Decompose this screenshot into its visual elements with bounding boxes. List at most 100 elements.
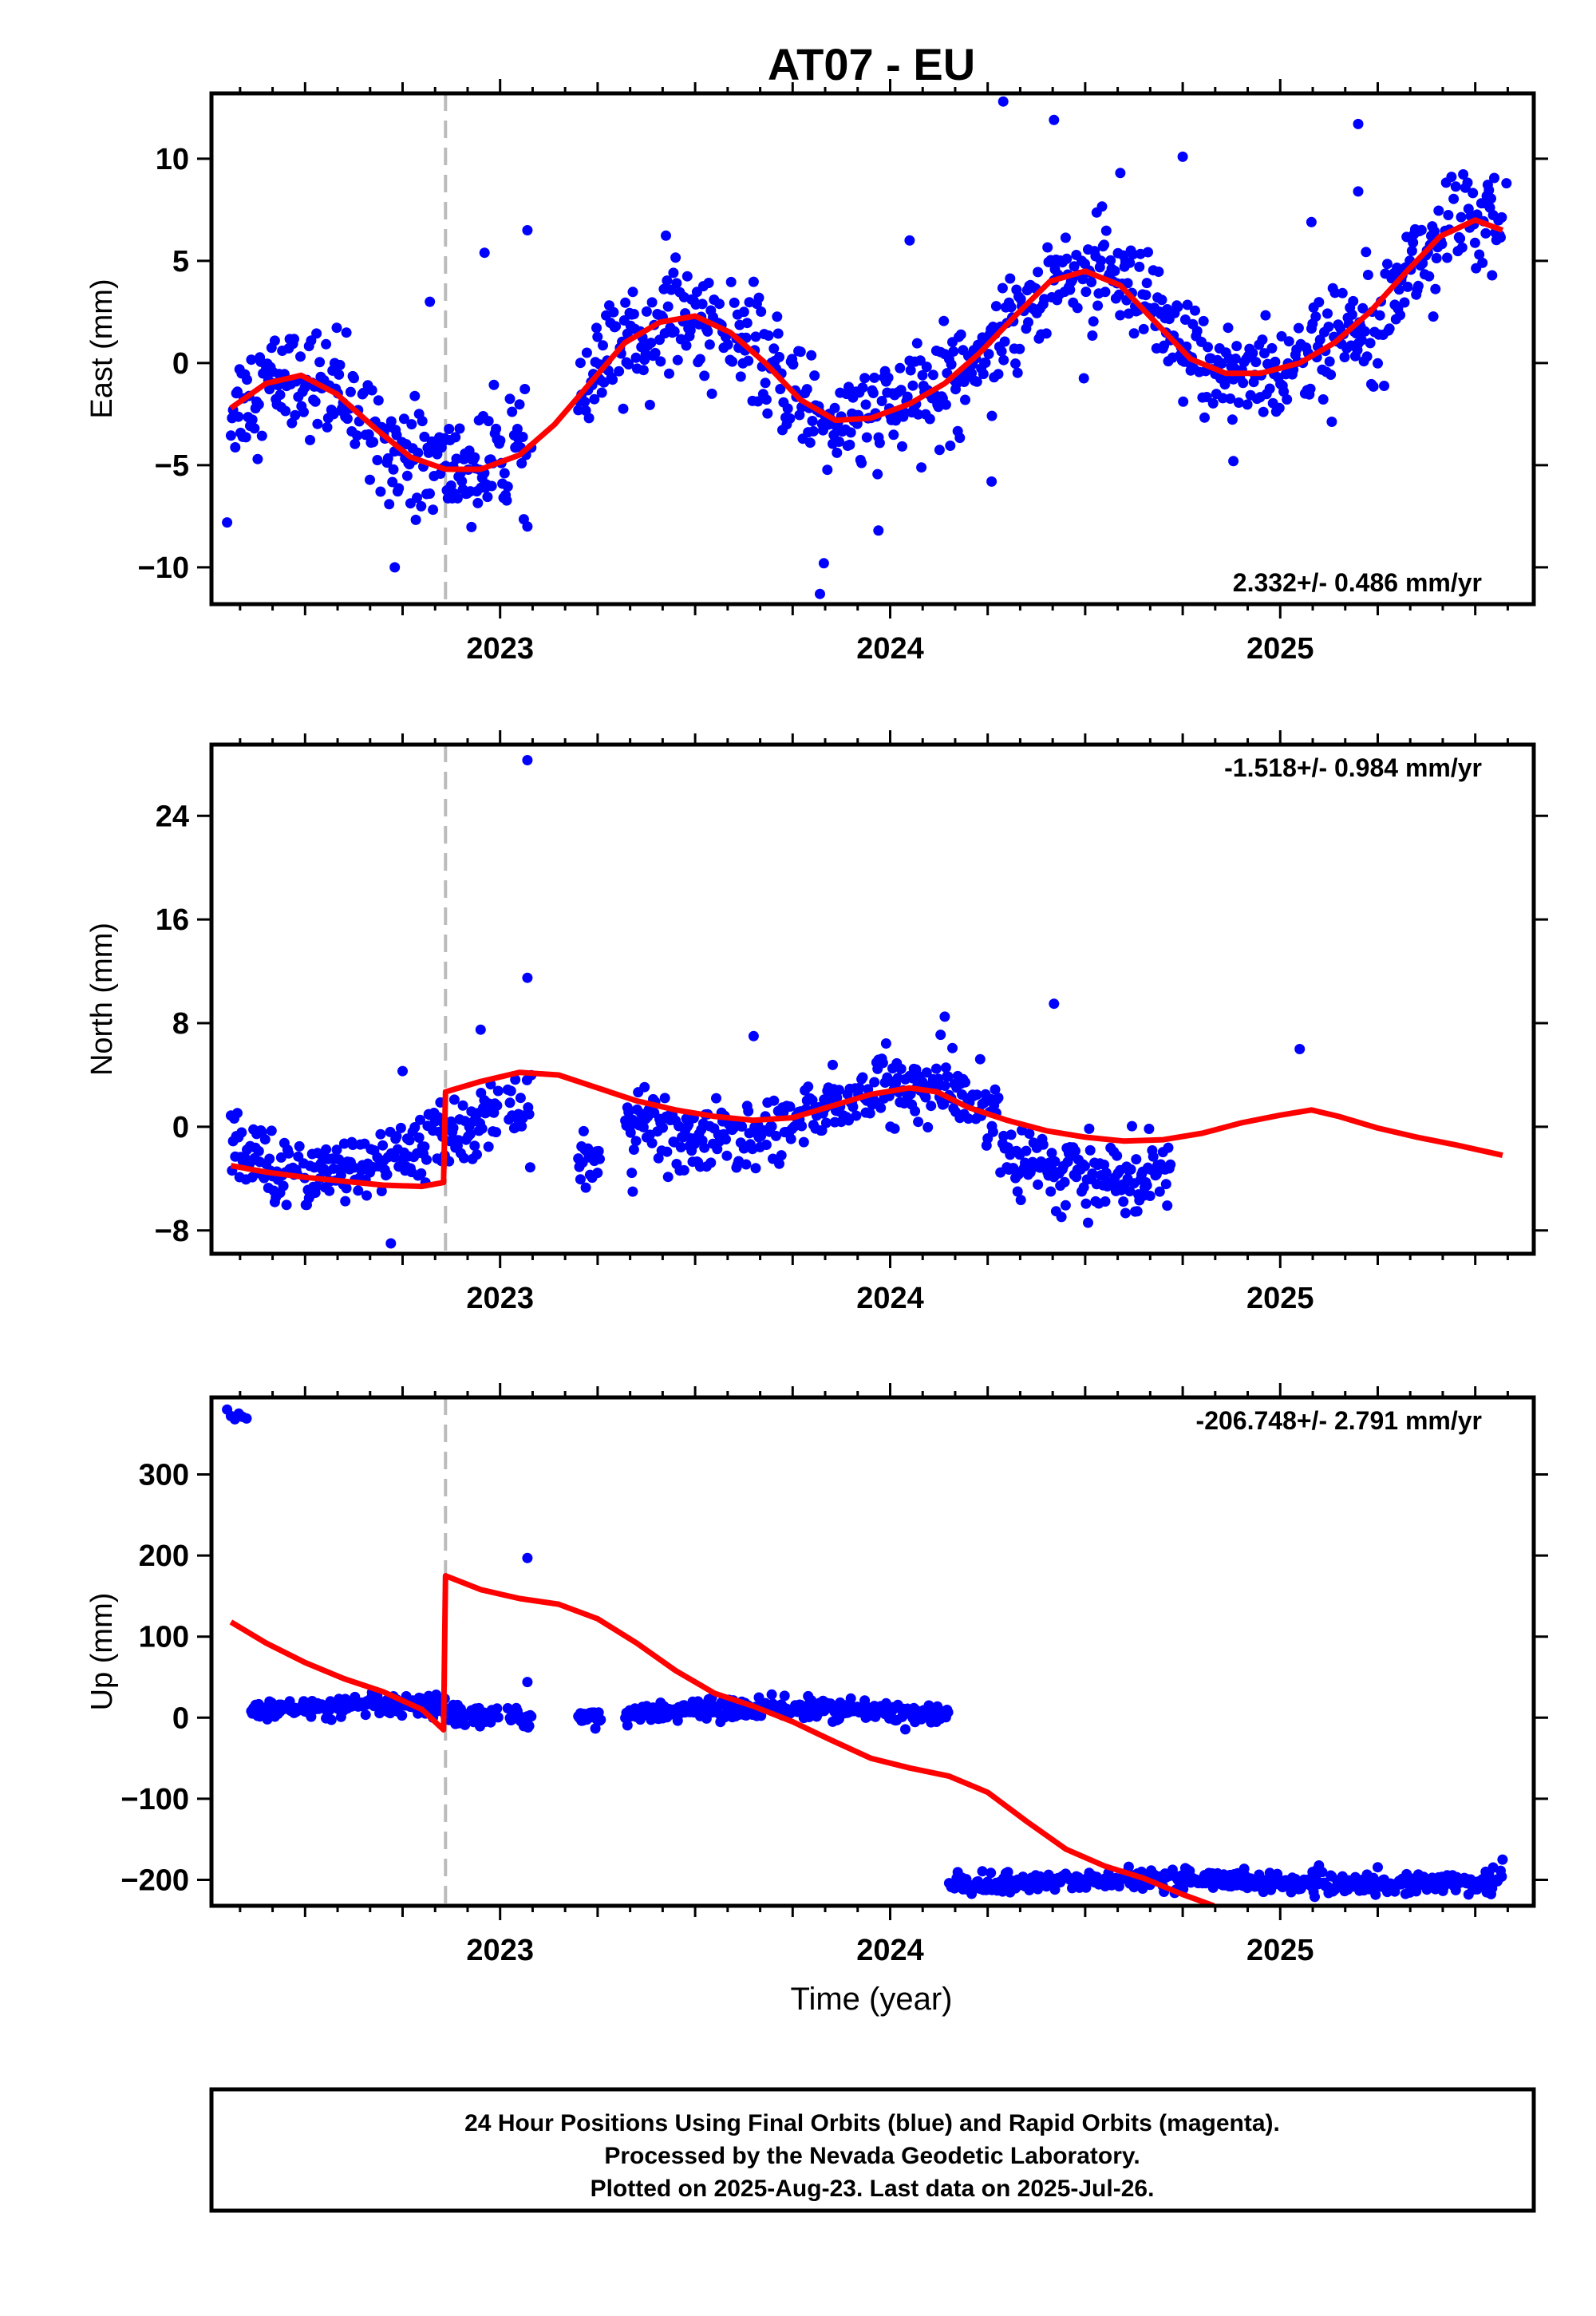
- data-point: [306, 335, 317, 346]
- y-tick-label: 24: [156, 800, 189, 833]
- data-point: [314, 357, 326, 368]
- data-point: [946, 359, 957, 370]
- panel-up: 300 200 100 0 −100 −200 2023 2024 2025 Up (mm) -20…: [85, 1383, 1548, 1967]
- data-point: [1412, 280, 1424, 291]
- data-point: [1282, 394, 1293, 405]
- data-point: [1474, 249, 1485, 260]
- data-point: [939, 1081, 950, 1091]
- data-point-outlier: [904, 235, 915, 246]
- data-point: [626, 1168, 638, 1179]
- data-point: [1359, 326, 1370, 337]
- data-point: [1100, 287, 1111, 298]
- data-point: [661, 230, 671, 241]
- data-point: [578, 1125, 589, 1136]
- data-point: [275, 389, 286, 401]
- data-point: [592, 331, 603, 342]
- data-point: [395, 1122, 406, 1133]
- y-tick-label: 16: [156, 903, 189, 937]
- data-point: [510, 1074, 521, 1085]
- y-tick-label: −10: [138, 551, 189, 585]
- data-point: [486, 480, 497, 492]
- data-point: [1059, 1176, 1070, 1188]
- data-point: [955, 329, 966, 340]
- data-point: [445, 480, 456, 491]
- data-point: [1357, 302, 1369, 314]
- data-point: [253, 399, 264, 410]
- data-point: [834, 437, 844, 447]
- data-point: [644, 399, 655, 410]
- data-point: [507, 406, 518, 417]
- data-point-outlier: [522, 972, 533, 983]
- data-point: [1045, 1186, 1057, 1197]
- data-point: [916, 462, 927, 473]
- data-point: [1486, 193, 1496, 204]
- data-point: [1162, 1200, 1173, 1211]
- data-point: [845, 427, 856, 438]
- fit-line: [229, 217, 1504, 472]
- data-point: [877, 1057, 888, 1069]
- data-point-outlier: [818, 558, 829, 569]
- data-point: [1231, 341, 1242, 352]
- data-point: [620, 297, 631, 308]
- data-point: [388, 464, 399, 475]
- data-point: [524, 1162, 535, 1173]
- data-point: [935, 1030, 946, 1041]
- data-point: [1105, 255, 1116, 266]
- data-point: [942, 1071, 954, 1082]
- data-point: [776, 1150, 787, 1161]
- data-point: [592, 1168, 603, 1179]
- data-point: [417, 416, 428, 427]
- data-point: [1199, 412, 1210, 423]
- data-point: [242, 374, 252, 385]
- x-tick-label: 2023: [466, 632, 534, 666]
- data-point: [706, 388, 717, 399]
- data-point: [1125, 1164, 1136, 1175]
- footer-box: 24 Hour Positions Using Final Orbits (bl…: [209, 2087, 1536, 2213]
- data-point-outlier: [1228, 456, 1239, 467]
- data-point: [290, 409, 301, 421]
- data-point: [614, 366, 625, 377]
- data-point: [335, 1169, 346, 1180]
- data-point: [766, 1689, 777, 1700]
- data-point: [373, 395, 384, 406]
- data-point: [1033, 1179, 1044, 1190]
- data-point: [311, 1181, 322, 1192]
- data-point: [829, 402, 840, 413]
- y-tick-label: 0: [172, 1701, 189, 1735]
- data-point: [419, 1141, 430, 1152]
- data-point-outlier: [627, 1186, 638, 1197]
- data-point: [750, 1163, 761, 1174]
- data-point: [450, 432, 461, 443]
- data-points: [225, 755, 1306, 1249]
- data-point: [1140, 290, 1152, 301]
- data-point: [372, 455, 383, 465]
- data-point: [469, 452, 480, 463]
- data-point: [1325, 370, 1337, 380]
- data-point: [415, 1114, 425, 1125]
- data-point: [1233, 397, 1244, 408]
- data-point: [416, 500, 427, 512]
- data-point: [1021, 1145, 1032, 1156]
- data-point: [326, 1714, 337, 1725]
- footer-line-3: Plotted on 2025-Aug-23. Last data on 202…: [591, 2176, 1155, 2202]
- data-point: [630, 352, 642, 363]
- data-point: [960, 1077, 970, 1088]
- data-point: [622, 328, 633, 339]
- data-point: [681, 271, 693, 282]
- data-point: [671, 278, 682, 289]
- data-point: [725, 276, 737, 287]
- data-point: [1109, 266, 1120, 276]
- data-point: [1041, 328, 1052, 339]
- data-point: [977, 1866, 988, 1877]
- data-point-outlier: [1294, 1044, 1306, 1054]
- data-point: [382, 453, 393, 464]
- data-point: [456, 476, 468, 487]
- data-point: [623, 1107, 634, 1117]
- data-point: [375, 486, 386, 497]
- y-tick-label: 0: [172, 1111, 189, 1144]
- data-point-outlier: [522, 1677, 533, 1688]
- data-point: [499, 468, 510, 479]
- data-point: [387, 476, 398, 488]
- data-point: [1408, 237, 1419, 248]
